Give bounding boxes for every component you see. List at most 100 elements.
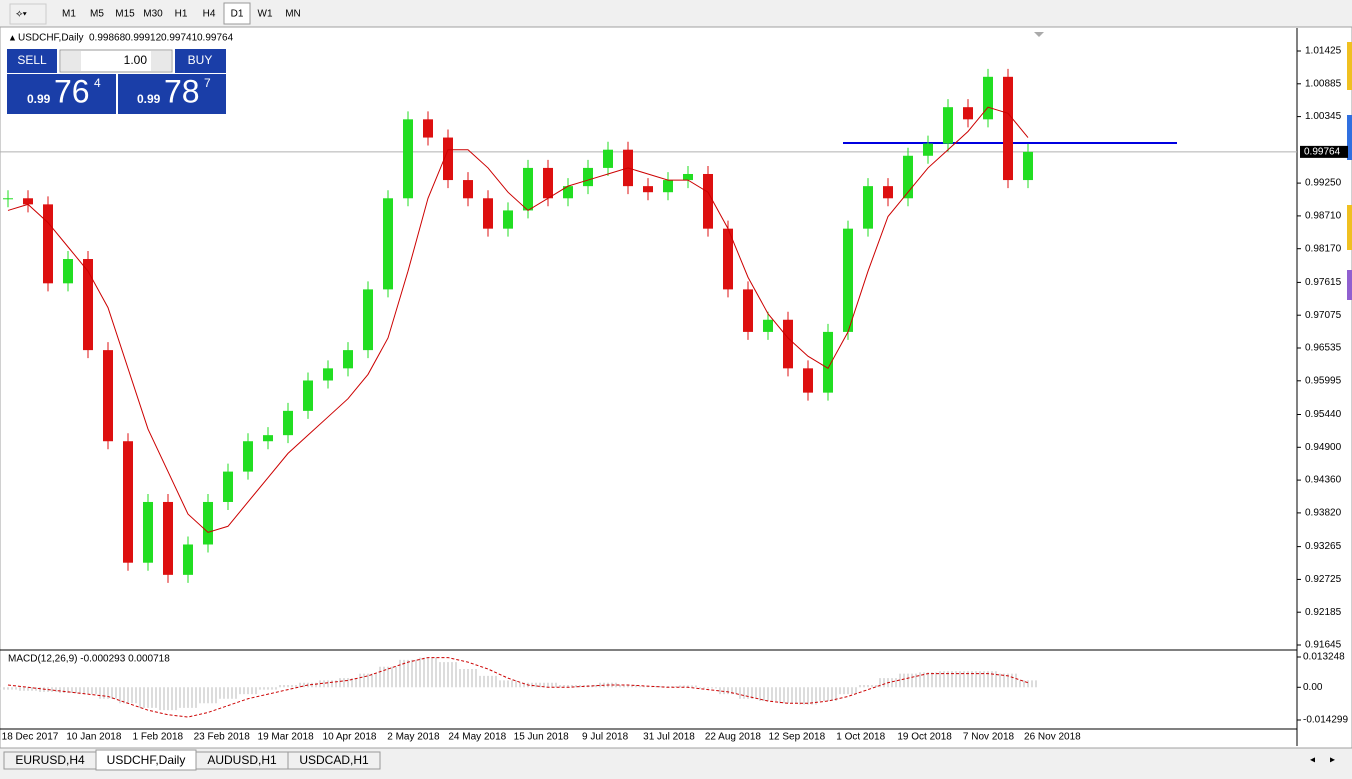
- price-fraction: 7: [204, 76, 211, 90]
- candle-body: [463, 180, 473, 199]
- one-click-trading: SELL 1.00 BUY 0.99 76 4 0.99 78 7: [7, 49, 226, 114]
- candle-body: [983, 76, 993, 120]
- x-tick-label: 10 Jan 2018: [66, 732, 121, 743]
- x-tick-label: 18 Dec 2017: [2, 732, 59, 743]
- timeframe-button[interactable]: [168, 3, 194, 24]
- side-marker: [1347, 115, 1352, 160]
- macd-tick-label: 0.013248: [1303, 652, 1345, 663]
- price-prefix: 0.99: [137, 92, 161, 106]
- candle-body: [603, 149, 613, 168]
- candle-body: [923, 143, 933, 156]
- y-tick-label: 0.98170: [1305, 243, 1342, 254]
- y-tick-label: 1.01425: [1305, 46, 1342, 57]
- candle-body: [63, 259, 73, 284]
- candle-body: [563, 186, 573, 199]
- y-tick-label: 0.92725: [1305, 574, 1342, 585]
- timeframe-button[interactable]: [140, 3, 166, 24]
- x-tick-label: 15 Jun 2018: [514, 732, 569, 743]
- x-tick-label: 24 May 2018: [448, 732, 506, 743]
- y-tick-label: 0.96535: [1305, 343, 1342, 354]
- candle-body: [903, 155, 913, 199]
- chart-window: [0, 26, 1352, 749]
- candle-body: [723, 228, 733, 290]
- price-prefix: 0.99: [27, 92, 51, 106]
- candle-body: [83, 259, 93, 351]
- candle-body: [583, 167, 593, 187]
- timeframe-button[interactable]: [280, 3, 306, 24]
- timeframe-button[interactable]: [56, 3, 82, 24]
- macd-label: MACD(12,26,9) -0.000293 0.000718: [8, 654, 170, 665]
- buy-label: BUY: [188, 53, 213, 67]
- price-pips: 78: [164, 73, 200, 109]
- x-tick-label: 19 Mar 2018: [258, 732, 315, 743]
- candle-body: [663, 180, 673, 193]
- candle-body: [283, 410, 293, 436]
- y-tick-label: 0.97615: [1305, 277, 1342, 288]
- macd-tick-label: 0.00: [1303, 682, 1323, 693]
- chart-tab[interactable]: [287, 751, 381, 770]
- candle-body: [783, 319, 793, 369]
- chart-tools[interactable]: [9, 3, 47, 25]
- macd-signal: [7, 657, 1029, 718]
- candle-body: [243, 441, 253, 472]
- candle-body: [943, 107, 953, 144]
- candle-body: [423, 119, 433, 138]
- candle-body: [523, 167, 533, 211]
- candle-body: [803, 368, 813, 393]
- candle-body: [503, 210, 513, 229]
- candle-body: [123, 441, 133, 563]
- sell-price[interactable]: [7, 74, 116, 114]
- candle-body: [443, 137, 453, 181]
- candle-body: [403, 119, 413, 199]
- current-price-label: 0.99764: [1304, 147, 1341, 158]
- candle-body: [203, 501, 213, 545]
- candle-body: [343, 350, 353, 369]
- candle-body: [483, 198, 493, 229]
- y-tick-label: 0.91645: [1305, 640, 1342, 651]
- chart-tab-label: USDCHF,Daily: [107, 753, 186, 767]
- y-tick-label: 0.93265: [1305, 541, 1342, 552]
- candle-body: [103, 350, 113, 442]
- price-fraction: 4: [94, 76, 101, 90]
- chart-tools-icon: ⟡▾: [16, 9, 28, 20]
- timeframe-button[interactable]: [252, 3, 278, 24]
- chart-symbol: USDCHF,Daily: [18, 33, 84, 44]
- x-tick-label: 7 Nov 2018: [963, 732, 1015, 743]
- x-tick-label: 10 Apr 2018: [323, 732, 377, 743]
- side-marker: [1347, 270, 1352, 300]
- timeframe-button[interactable]: [112, 3, 138, 24]
- macd-tick-label: -0.014299: [1303, 715, 1348, 726]
- candle-body: [1003, 76, 1013, 181]
- candle-body: [543, 167, 553, 199]
- lot-input[interactable]: [59, 49, 173, 73]
- timeframe-button[interactable]: [223, 2, 251, 25]
- x-tick-label: 1 Oct 2018: [836, 732, 885, 743]
- ohlc-value: 0.99764: [197, 33, 234, 44]
- lot-up[interactable]: [151, 51, 171, 71]
- candle-body: [223, 471, 233, 502]
- candle-body: [823, 331, 833, 393]
- timeframe-button[interactable]: [196, 3, 222, 24]
- candle-body: [183, 544, 193, 575]
- scroll-right: ▸: [1330, 755, 1335, 766]
- side-marker: [1347, 205, 1352, 250]
- candle-body: [703, 173, 713, 229]
- chart-tab-label: USDCAD,H1: [299, 753, 369, 767]
- lot-value: 1.00: [124, 53, 148, 67]
- candle-body: [263, 435, 273, 442]
- lot-down[interactable]: [61, 51, 81, 71]
- y-tick-label: 0.95995: [1305, 375, 1342, 386]
- timeframe-label: M30: [143, 9, 163, 20]
- chart-symbol: ▲: [8, 32, 17, 42]
- candle-body: [163, 501, 173, 575]
- buy-button[interactable]: [175, 49, 226, 73]
- candle-body: [963, 107, 973, 120]
- x-tick-label: 1 Feb 2018: [132, 732, 183, 743]
- candle-body: [383, 198, 393, 290]
- sell-button[interactable]: [7, 49, 57, 73]
- buy-price[interactable]: [118, 74, 226, 114]
- y-tick-label: 0.99250: [1305, 178, 1342, 189]
- timeframe-button[interactable]: [84, 3, 110, 24]
- x-tick-label: 2 May 2018: [387, 732, 440, 743]
